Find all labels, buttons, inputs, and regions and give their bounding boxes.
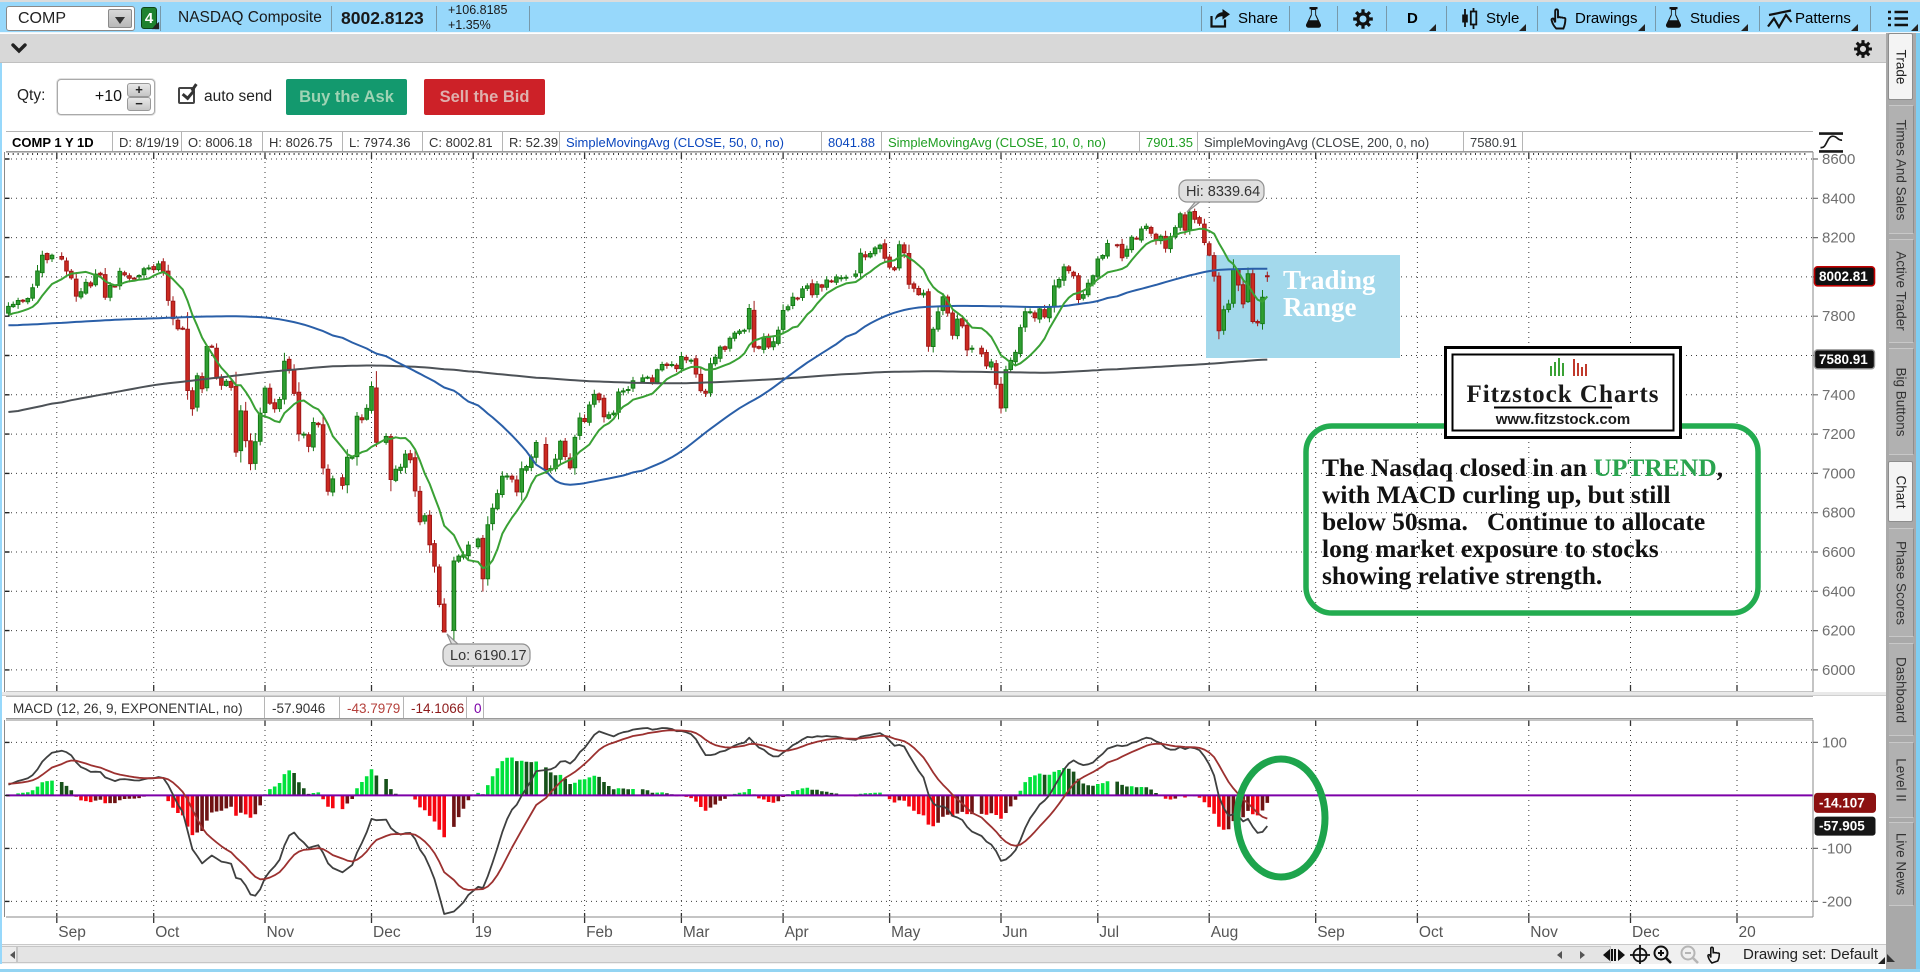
svg-text:Lo: 6190.17: Lo: 6190.17: [450, 648, 527, 664]
svg-text:Nov: Nov: [267, 924, 295, 941]
svg-text:-14.107: -14.107: [1819, 795, 1865, 810]
svg-text:20: 20: [1739, 924, 1757, 941]
svg-text:6000: 6000: [1822, 662, 1855, 679]
svg-text:8600: 8600: [1822, 152, 1855, 168]
svg-text:8400: 8400: [1822, 190, 1855, 207]
svg-text:Nov: Nov: [1530, 924, 1558, 941]
svg-text:Fitzstock Charts: Fitzstock Charts: [1466, 381, 1659, 408]
svg-text:-57.905: -57.905: [1819, 819, 1865, 834]
svg-text:7400: 7400: [1822, 387, 1855, 404]
svg-text:7580.91: 7580.91: [1819, 352, 1868, 367]
svg-text:Feb: Feb: [586, 924, 613, 941]
svg-text:Apr: Apr: [785, 924, 809, 941]
svg-text:Mar: Mar: [683, 924, 710, 941]
svg-text:Oct: Oct: [1419, 924, 1444, 941]
svg-text:Sep: Sep: [1317, 924, 1345, 941]
svg-text:6800: 6800: [1822, 505, 1855, 522]
svg-text:100: 100: [1822, 734, 1847, 751]
svg-text:Hi: 8339.64: Hi: 8339.64: [1186, 184, 1260, 200]
svg-text:showing relative strength.: showing relative strength.: [1322, 561, 1602, 590]
svg-text:www.fitzstock.com: www.fitzstock.com: [1495, 411, 1630, 428]
svg-text:7800: 7800: [1822, 308, 1855, 325]
svg-text:8002.81: 8002.81: [1819, 269, 1868, 284]
svg-text:Trading: Trading: [1283, 265, 1376, 295]
svg-text:6400: 6400: [1822, 583, 1855, 600]
svg-text:Oct: Oct: [155, 924, 180, 941]
svg-text:19: 19: [475, 924, 492, 941]
svg-text:Dec: Dec: [373, 924, 401, 941]
svg-text:Dec: Dec: [1632, 924, 1660, 941]
svg-text:6600: 6600: [1822, 544, 1855, 561]
svg-text:The Nasdaq closed in an UPTREN: The Nasdaq closed in an UPTREND,: [1322, 453, 1723, 482]
svg-text:Aug: Aug: [1211, 924, 1239, 941]
svg-text:-200: -200: [1822, 893, 1852, 910]
svg-text:7000: 7000: [1822, 465, 1855, 482]
svg-text:below 50sma. Continue to all: below 50sma. Continue to allocate: [1322, 507, 1705, 536]
svg-text:Range: Range: [1283, 292, 1357, 322]
svg-text:8200: 8200: [1822, 230, 1855, 247]
svg-text:Jul: Jul: [1099, 924, 1119, 941]
svg-text:6200: 6200: [1822, 623, 1855, 640]
svg-text:7200: 7200: [1822, 426, 1855, 443]
svg-text:-100: -100: [1822, 840, 1852, 857]
svg-text:Sep: Sep: [58, 924, 86, 941]
svg-text:long market exposure to stocks: long market exposure to stocks: [1322, 534, 1659, 563]
svg-text:with MACD curling up, but stil: with MACD curling up, but still: [1322, 480, 1671, 509]
svg-text:Jun: Jun: [1003, 924, 1028, 941]
svg-text:May: May: [891, 924, 921, 941]
